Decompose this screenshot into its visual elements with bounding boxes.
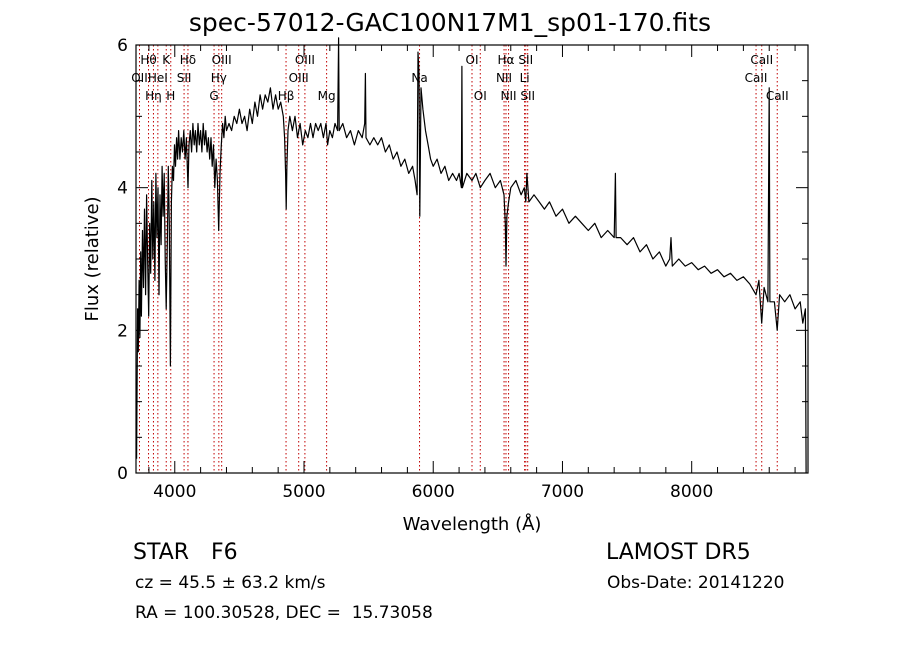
spectral-line-label-12: OIII xyxy=(289,71,309,85)
spectrum-series xyxy=(136,37,807,474)
class-label: STAR xyxy=(133,540,190,565)
spectral-line-label-20: NII xyxy=(501,89,517,103)
survey-label: LAMOST DR5 xyxy=(606,540,751,565)
coordinates-text: RA = 100.30528, DEC = 15.73058 xyxy=(135,603,433,623)
y-tick-label-0: 0 xyxy=(117,464,128,484)
spectral-line-label-17: OI xyxy=(474,89,487,103)
spectral-line-label-22: SII xyxy=(518,53,533,67)
spectral-line-label-14: Mg xyxy=(318,89,336,103)
x-tick-label-0: 4000 xyxy=(153,482,196,502)
spectrum-line-0 xyxy=(136,37,807,474)
spectral-line-label-9: Hγ xyxy=(211,71,227,85)
spectral-line-labels: OIIHθHηHeIKHSIIHδGHγOIIIHβOIIIOIIIMgNaOI… xyxy=(131,53,788,103)
spectral-line-label-10: OIII xyxy=(212,53,232,67)
spectral-line-label-5: H xyxy=(166,89,175,103)
spectral-line-label-13: OIII xyxy=(295,53,315,67)
x-tick-label-3: 7000 xyxy=(541,482,584,502)
y-tick-label-3: 6 xyxy=(117,36,128,56)
x-tick-label-1: 5000 xyxy=(282,482,325,502)
spectral-line-label-26: CaII xyxy=(766,89,789,103)
spectral-line-label-21: Li xyxy=(520,71,530,85)
spectral-line-label-23: SII xyxy=(520,89,535,103)
y-axis-label: Flux (relative) xyxy=(82,196,103,321)
redshift-text: cz = 45.5 ± 63.2 km/s xyxy=(135,573,326,593)
spectral-line-label-3: HeI xyxy=(148,71,168,85)
spectral-line-label-24: CaII xyxy=(745,71,768,85)
spectral-line-markers xyxy=(138,45,778,473)
chart-title: spec-57012-GAC100N17M1_sp01-170.fits xyxy=(188,8,712,37)
axes: 4000 5000 6000 7000 8000 0 2 4 6 xyxy=(117,36,808,502)
obs-date-text: Obs-Date: 20141220 xyxy=(607,573,785,593)
subclass-label: F6 xyxy=(211,540,238,565)
spectral-line-label-6: SII xyxy=(177,71,192,85)
y-tick-label-2: 4 xyxy=(117,179,128,199)
spectral-line-label-2: Hη xyxy=(145,89,162,103)
spectral-line-label-4: K xyxy=(162,53,171,67)
y-tick-label-1: 2 xyxy=(117,321,128,341)
spectral-line-label-18: NII xyxy=(496,71,512,85)
spectral-line-label-16: OI xyxy=(466,53,479,67)
spectral-line-label-7: Hδ xyxy=(180,53,196,67)
x-tick-label-4: 8000 xyxy=(670,482,713,502)
spectral-line-label-8: G xyxy=(209,89,218,103)
spectral-line-label-11: Hβ xyxy=(278,89,295,103)
spectral-line-label-0: OII xyxy=(131,71,148,85)
spectral-line-label-25: CaII xyxy=(750,53,773,67)
spectral-line-label-1: Hθ xyxy=(140,53,156,67)
x-tick-label-2: 6000 xyxy=(412,482,455,502)
x-axis-label: Wavelength (Å) xyxy=(403,513,542,535)
spectral-line-label-19: Hα xyxy=(498,53,515,67)
